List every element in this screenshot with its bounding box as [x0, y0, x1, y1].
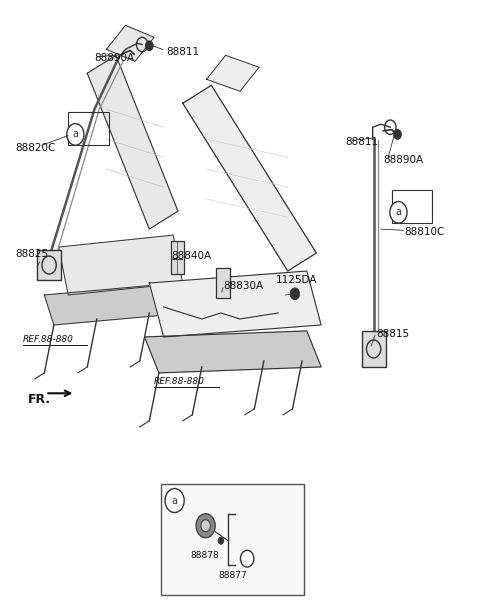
Polygon shape — [183, 85, 316, 271]
Text: a: a — [172, 495, 178, 506]
Circle shape — [218, 537, 224, 544]
Bar — [392, 190, 432, 223]
Text: 88810C: 88810C — [405, 227, 445, 237]
Bar — [216, 268, 229, 298]
Bar — [68, 112, 109, 145]
Circle shape — [67, 123, 84, 145]
Text: 88840A: 88840A — [171, 251, 211, 261]
Circle shape — [390, 202, 407, 223]
Text: 88830A: 88830A — [223, 281, 264, 291]
Polygon shape — [149, 271, 321, 337]
Text: REF.88-880: REF.88-880 — [154, 377, 205, 386]
Polygon shape — [206, 55, 259, 92]
Bar — [37, 250, 61, 280]
Text: 88811: 88811 — [166, 48, 199, 57]
Text: 88815: 88815 — [376, 329, 409, 339]
Text: 88890A: 88890A — [383, 155, 423, 165]
Text: 88811: 88811 — [345, 137, 378, 147]
Bar — [362, 331, 385, 367]
Polygon shape — [44, 283, 188, 325]
Polygon shape — [144, 331, 321, 373]
Bar — [171, 241, 184, 274]
Text: a: a — [396, 207, 401, 217]
Polygon shape — [87, 55, 178, 229]
Circle shape — [201, 520, 210, 532]
Circle shape — [290, 288, 300, 300]
Text: 1125DA: 1125DA — [276, 275, 317, 285]
Text: FR.: FR. — [28, 393, 51, 406]
Text: 88890A: 88890A — [95, 54, 134, 63]
Polygon shape — [59, 235, 183, 295]
Text: REF.88-880: REF.88-880 — [23, 335, 74, 344]
Text: 88878: 88878 — [190, 551, 219, 560]
Circle shape — [145, 41, 153, 51]
Text: 88877: 88877 — [218, 571, 247, 580]
Text: 88825: 88825 — [16, 249, 49, 259]
Bar — [161, 484, 304, 595]
Circle shape — [394, 129, 401, 139]
Text: 88820C: 88820C — [16, 143, 56, 153]
Text: a: a — [72, 129, 78, 140]
Polygon shape — [107, 25, 154, 61]
Circle shape — [240, 550, 254, 567]
Circle shape — [196, 514, 215, 538]
Circle shape — [165, 489, 184, 512]
